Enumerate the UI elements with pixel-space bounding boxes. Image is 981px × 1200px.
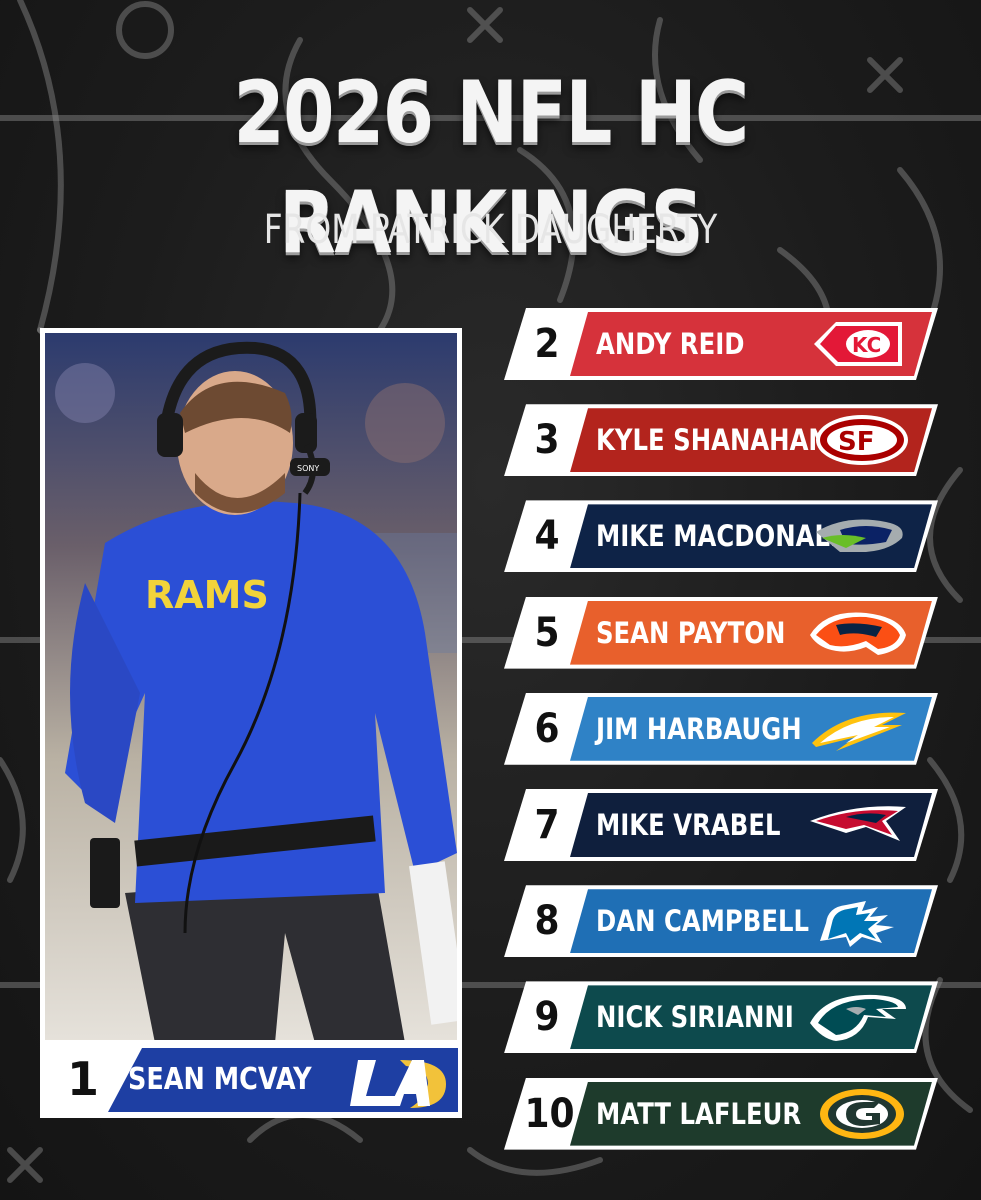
coach-name-plate: MIKE VRABEL (570, 793, 932, 857)
ranking-row: 7 MIKE VRABEL (504, 789, 938, 861)
patriots-logo-icon (806, 797, 910, 853)
coach-name: ANDY REID (596, 327, 745, 361)
coach-name-plate: DAN CAMPBELL (570, 889, 932, 953)
coach-name-plate: KYLE SHANAHAN SF (570, 408, 932, 472)
coach-name-plate: MIKE MACDONALD (570, 504, 932, 568)
page-subtitle: FROM PATRICK DAUGHERTY (263, 207, 718, 253)
ranking-row: 8 DAN CAMPBELL (504, 885, 938, 957)
svg-text:KC: KC (852, 333, 881, 357)
lions-logo-icon (806, 893, 910, 949)
ranking-row: 6 JIM HARBAUGH (504, 693, 938, 765)
broncos-logo-icon (806, 605, 910, 661)
ranking-row: 9 NICK SIRIANNI (504, 981, 938, 1053)
coach-photo: SONY RAMS (45, 333, 457, 1043)
coach-name-plate: MATT LAFLEUR (570, 1082, 932, 1146)
coach-name: DAN CAMPBELL (596, 904, 810, 939)
coach-name-plate: ANDY REID KC (570, 312, 932, 376)
packers-logo-icon (806, 1086, 910, 1142)
ranking-row: 10 MATT LAFLEUR (504, 1078, 938, 1150)
coach-name-plate: NICK SIRIANNI (570, 985, 932, 1049)
coach-name: JIM HARBAUGH (596, 711, 802, 746)
headset-brand-text: SONY (297, 464, 319, 473)
rank-number: 5 (534, 609, 560, 656)
coach-name: SEAN PAYTON (596, 615, 786, 650)
rank-number: 8 (534, 898, 560, 945)
featured-name-plate: SEAN MCVAY (108, 1048, 458, 1112)
featured-rank-number: 1 (66, 1052, 99, 1106)
rank-number: 2 (534, 321, 560, 367)
ranking-row: 4 MIKE MACDONALD (504, 500, 938, 572)
svg-text:SF: SF (838, 427, 875, 457)
rank-number: 4 (534, 513, 560, 560)
coach-name: NICK SIRIANNI (596, 1000, 794, 1035)
coach-name-plate: SEAN PAYTON (570, 601, 932, 665)
featured-coach-name: SEAN MCVAY (128, 1062, 312, 1097)
coach-name: KYLE SHANAHAN (596, 423, 829, 458)
chargers-logo-icon (806, 701, 910, 757)
rank-number: 7 (534, 802, 560, 848)
ranking-row: 2 ANDY REID KC (504, 308, 938, 380)
shirt-logo-text: RAMS (145, 573, 269, 617)
rank-number: 10 (524, 1090, 575, 1137)
eagles-logo-icon (806, 989, 910, 1045)
coach-name: MIKE MACDONALD (596, 519, 851, 554)
49ers-logo-icon: SF (806, 412, 910, 468)
featured-coach-card: SONY RAMS 1 SEAN MCVAY (40, 328, 462, 1118)
chiefs-logo-icon: KC (806, 316, 910, 372)
ranking-row: 5 SEAN PAYTON (504, 597, 938, 669)
coach-name: MIKE VRABEL (596, 808, 781, 842)
seahawks-logo-icon (806, 508, 910, 564)
coach-name: MATT LAFLEUR (596, 1096, 802, 1131)
rank-number: 3 (534, 417, 560, 464)
rams-la-logo-icon (350, 1060, 446, 1108)
rank-number: 9 (534, 994, 560, 1041)
ranking-row: 3 KYLE SHANAHAN SF (504, 404, 938, 476)
featured-coach-band: 1 SEAN MCVAY (40, 1040, 462, 1118)
coach-name-plate: JIM HARBAUGH (570, 697, 932, 761)
rank-number: 6 (534, 705, 560, 752)
coach-photo-illustration: SONY RAMS (45, 333, 457, 1043)
page-title: 2026 NFL HC RANKINGS (233, 63, 749, 273)
